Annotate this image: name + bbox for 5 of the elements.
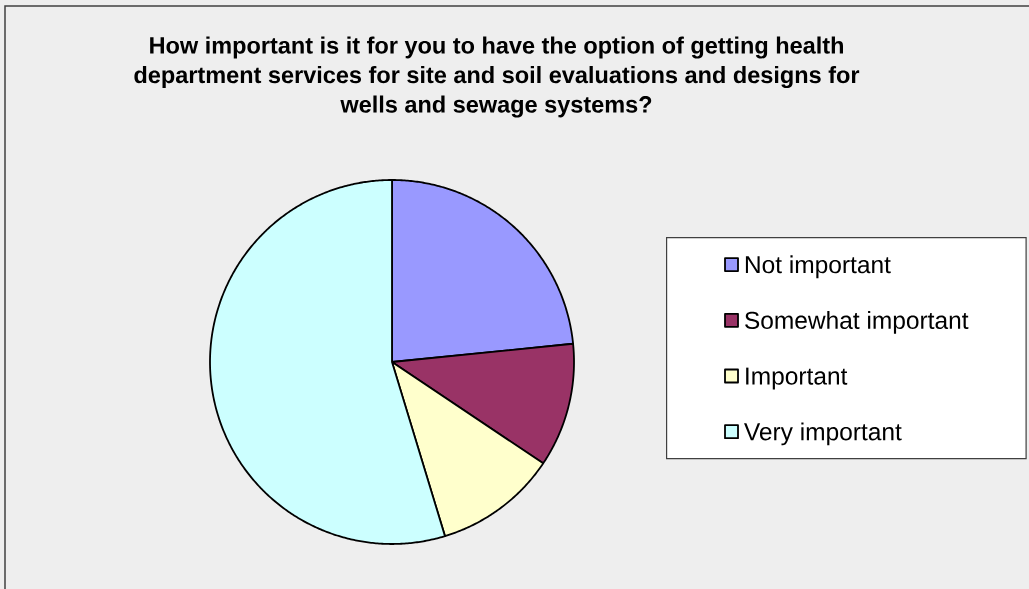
chart-title: How important is it for you to have the option of getting health department services for site and soil evaluations and designs for wells and sewage systems? [134, 36, 860, 118]
legend-label: Somewhat important [745, 311, 969, 334]
legend-label: Important [746, 367, 848, 390]
legend-label: Very important [744, 422, 902, 446]
legend-label: Not important [745, 255, 891, 279]
